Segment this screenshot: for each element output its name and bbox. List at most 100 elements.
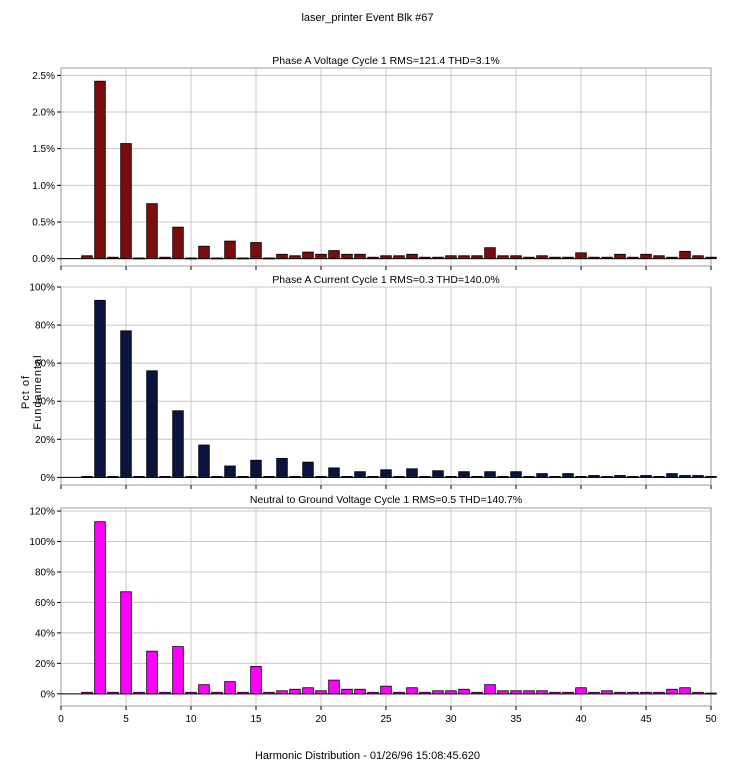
bar-h46: [653, 691, 665, 695]
panel-1-title: Phase A Voltage Cycle 1 RMS=121.4 THD=3.…: [272, 55, 499, 67]
bar-h45: [640, 691, 652, 695]
bar-h34: [497, 690, 509, 695]
bar-h46: [653, 255, 665, 260]
bar-h38: [549, 691, 561, 695]
bar-h23: [354, 688, 366, 695]
panel-2-ytick-label: 60%: [35, 359, 55, 370]
bar-h29: [432, 256, 444, 260]
bar-h34: [497, 476, 509, 478]
x-tick-label: 10: [185, 714, 197, 725]
bar-h26: [393, 476, 405, 478]
bar-h4: [107, 476, 119, 478]
bar-h35: [510, 471, 522, 478]
panel-2-title: Phase A Current Cycle 1 RMS=0.3 THD=140.…: [272, 274, 499, 286]
bar-h39: [562, 473, 574, 478]
bar-h29: [432, 690, 444, 695]
bar-h43: [614, 691, 626, 695]
panel-1-ytick-label: 0.0%: [32, 254, 55, 265]
bar-h21: [328, 467, 340, 478]
panel-2-ytick-label: 40%: [35, 397, 55, 408]
bar-h39: [562, 256, 574, 260]
bar-h44: [627, 256, 639, 260]
bar-h45: [640, 253, 652, 260]
chart-main-title: laser_printer Event Blk #67: [301, 12, 434, 24]
panel-1-ytick-label: 2.5%: [32, 71, 55, 82]
panel-2-ytick-label: 20%: [35, 435, 55, 446]
bar-h2: [81, 476, 93, 478]
panel-3-ytick-label: 20%: [35, 659, 55, 670]
bar-h13: [224, 681, 236, 695]
bar-h18: [289, 255, 301, 260]
bar-h5: [120, 330, 132, 478]
x-axis-label: Harmonic Distribution - 01/26/96 15:08:4…: [254, 750, 481, 762]
bar-h37: [536, 690, 548, 695]
bar-h19: [302, 251, 314, 260]
bar-h8: [159, 476, 171, 478]
bar-h13: [224, 240, 236, 260]
bar-h45: [640, 475, 652, 478]
bar-h17: [276, 457, 288, 478]
bar-h42: [601, 476, 613, 478]
bar-h27: [406, 468, 418, 478]
bar-h48: [679, 250, 691, 260]
bar-h17: [276, 690, 288, 695]
bar-h12: [211, 257, 223, 260]
bar-h7: [146, 650, 158, 695]
bar-h26: [393, 691, 405, 695]
bar-h37: [536, 473, 548, 478]
bar-h18: [289, 476, 301, 478]
bar-h6: [133, 691, 145, 695]
x-tick-label: 30: [445, 714, 457, 725]
bar-h9: [172, 410, 184, 478]
bar-h24: [367, 691, 379, 695]
bar-h11: [198, 245, 210, 260]
bar-h47: [666, 256, 678, 260]
bar-h14: [237, 476, 249, 478]
bar-h31: [458, 471, 470, 478]
bar-h3: [94, 299, 106, 478]
bar-h9: [172, 646, 184, 695]
bar-h32: [471, 255, 483, 260]
bar-h8: [159, 256, 171, 260]
bar-h17: [276, 253, 288, 260]
bar-h12: [211, 476, 223, 478]
bar-h31: [458, 688, 470, 695]
bar-h25: [380, 255, 392, 260]
bar-h15: [250, 242, 262, 260]
bar-h20: [315, 690, 327, 695]
bar-h29: [432, 470, 444, 478]
bar-h35: [510, 255, 522, 260]
bar-h9: [172, 226, 184, 260]
bar-h21: [328, 250, 340, 260]
bar-h5: [120, 591, 132, 695]
bar-h19: [302, 687, 314, 695]
bar-h14: [237, 691, 249, 695]
bar-h37: [536, 255, 548, 260]
bar-h42: [601, 690, 613, 695]
panel-1-ytick-label: 0.5%: [32, 218, 55, 229]
bar-h6: [133, 257, 145, 260]
bar-h18: [289, 688, 301, 695]
bar-h15: [250, 459, 262, 478]
bar-h12: [211, 691, 223, 695]
x-tick-label: 15: [250, 714, 262, 725]
panel-3-ytick-label: 0%: [41, 689, 56, 700]
panel-3-ytick-label: 80%: [35, 567, 55, 578]
bar-h2: [81, 255, 93, 260]
bar-h38: [549, 256, 561, 260]
bar-h19: [302, 461, 314, 478]
panel-1-ytick-label: 1.5%: [32, 144, 55, 155]
bar-h27: [406, 253, 418, 260]
bar-h7: [146, 370, 158, 478]
bar-h24: [367, 256, 379, 260]
panel-2-ytick-label: 100%: [29, 283, 55, 294]
bar-h40: [575, 252, 587, 260]
bar-h41: [588, 475, 600, 478]
bar-h16: [263, 476, 275, 478]
panel-1-ytick-label: 1.0%: [32, 181, 55, 192]
bar-h49: [692, 691, 704, 695]
bar-h31: [458, 255, 470, 260]
bar-h32: [471, 691, 483, 695]
bar-h38: [549, 476, 561, 478]
bar-h40: [575, 687, 587, 695]
